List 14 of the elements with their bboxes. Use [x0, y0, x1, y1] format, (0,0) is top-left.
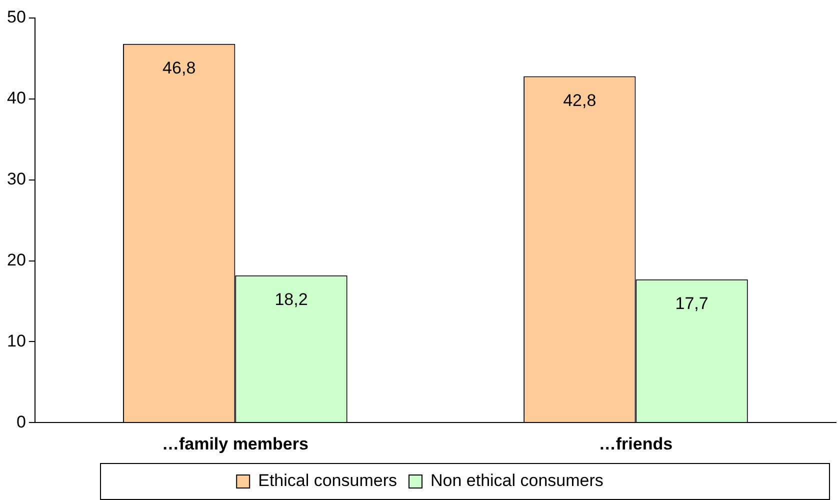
y-tick-label: 50	[6, 8, 26, 27]
data-label: 17,7	[675, 294, 708, 314]
x-tick-label: …friends	[598, 434, 673, 454]
x-tick-label: …family members	[162, 434, 308, 454]
y-tick-label: 30	[6, 170, 26, 189]
y-tick-label: 40	[6, 88, 26, 108]
legend-label: Ethical consumers	[258, 471, 397, 490]
data-label: 42,8	[563, 90, 596, 110]
legend-label: Non ethical consumers	[430, 471, 604, 490]
data-label: 18,2	[274, 290, 308, 310]
y-tick-label: 10	[6, 331, 26, 350]
data-label: 46,8	[162, 58, 196, 78]
y-tick-label: 20	[6, 250, 26, 270]
y-tick-label: 0	[16, 412, 26, 432]
